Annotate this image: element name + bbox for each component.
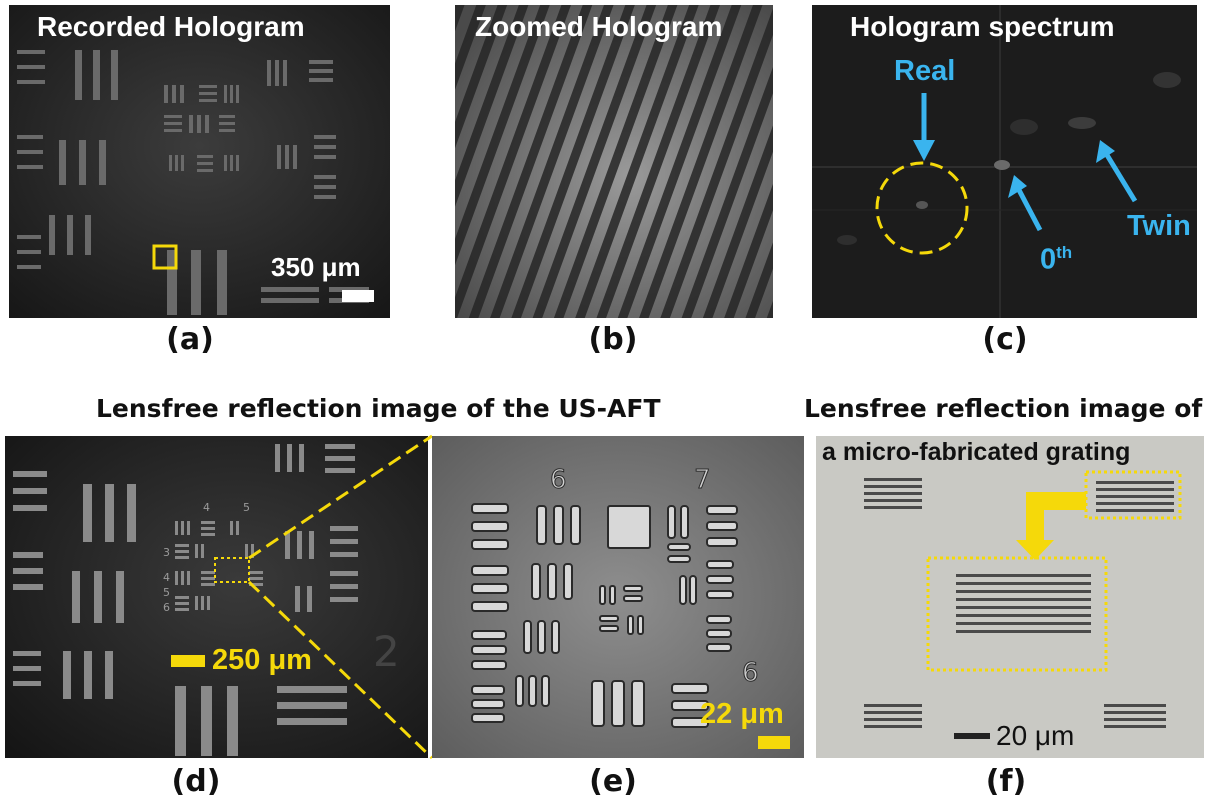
panel-e-label: (e) bbox=[589, 764, 637, 799]
scale-bar bbox=[758, 736, 790, 749]
scale-bar bbox=[954, 733, 990, 739]
panel-c-hologram-spectrum: Hologram spectrum Real 0th Twin bbox=[812, 5, 1197, 318]
target-elements bbox=[13, 444, 358, 756]
panel-b-label: (b) bbox=[588, 322, 638, 357]
twin-label: Twin bbox=[1127, 210, 1191, 242]
target-elements bbox=[17, 50, 369, 315]
group-numbers: 6 7 6 bbox=[550, 465, 760, 689]
magnified-region-box bbox=[926, 556, 1108, 672]
panel-b-title: Zoomed Hologram bbox=[475, 11, 723, 42]
real-image-circle bbox=[875, 161, 969, 255]
zeroth-superscript: th bbox=[1056, 243, 1073, 262]
group-number: 4 bbox=[203, 501, 210, 514]
panel-f-label: (f) bbox=[985, 764, 1027, 799]
zoom-region-box bbox=[214, 557, 250, 583]
panel-c-label: (c) bbox=[982, 322, 1028, 357]
group-number: 7 bbox=[694, 465, 711, 495]
scale-bar bbox=[171, 655, 205, 667]
group-number: 5 bbox=[163, 586, 170, 599]
group-number: 6 bbox=[742, 658, 759, 688]
zeroth-order-label: 0th bbox=[1040, 243, 1072, 277]
source-region-box bbox=[1084, 470, 1182, 520]
zoom-region-box bbox=[152, 244, 178, 270]
panel-e-zoomed-reflection: 6 7 6 22 μm bbox=[432, 436, 804, 758]
panel-a-label: (a) bbox=[166, 322, 214, 357]
group-number: 4 bbox=[163, 571, 170, 584]
grating-caption-line1: Lensfree reflection image of bbox=[804, 394, 1203, 423]
group-number: 6 bbox=[163, 601, 170, 614]
real-peak bbox=[916, 201, 928, 209]
panel-a-title: Recorded Hologram bbox=[37, 11, 305, 42]
panel-d-us-aft-reflection: 2 4 5 3 4 5 6 250 μm bbox=[5, 436, 428, 758]
magnification-arrow bbox=[1016, 492, 1086, 560]
zeroth-order-peak bbox=[994, 160, 1010, 170]
panel-d-label: (d) bbox=[171, 764, 221, 799]
real-label: Real bbox=[894, 55, 956, 87]
target-elements bbox=[471, 503, 738, 728]
group-number: 3 bbox=[163, 546, 170, 559]
twin-peak bbox=[1068, 117, 1096, 129]
grating-caption-line2: a micro-fabricated grating bbox=[822, 438, 1131, 466]
panel-c-title: Hologram spectrum bbox=[850, 11, 1115, 42]
us-aft-caption: Lensfree reflection image of the US-AFT bbox=[96, 394, 661, 423]
zeroth-number: 0 bbox=[1040, 243, 1057, 276]
group-number: 6 bbox=[550, 465, 567, 495]
group-number-large: 2 bbox=[373, 627, 400, 676]
panel-a-recorded-hologram: Recorded Hologram 350 μm bbox=[9, 5, 390, 318]
grating-elements bbox=[864, 478, 1174, 728]
panel-f-scale-label: 20 μm bbox=[996, 720, 1075, 751]
interference-fringes bbox=[455, 5, 773, 318]
group-number: 5 bbox=[243, 501, 250, 514]
group-numbers: 2 4 5 3 4 5 6 bbox=[163, 501, 400, 676]
panel-f-grating-reflection: a micro-fabricated grating 20 μm bbox=[816, 436, 1204, 758]
scale-bar bbox=[342, 290, 374, 302]
panel-e-scale-label: 22 μm bbox=[700, 698, 784, 730]
panel-d-scale-label: 250 μm bbox=[212, 644, 312, 676]
panel-b-zoomed-hologram: Zoomed Hologram bbox=[455, 5, 773, 318]
panel-a-scale-label: 350 μm bbox=[271, 252, 361, 282]
